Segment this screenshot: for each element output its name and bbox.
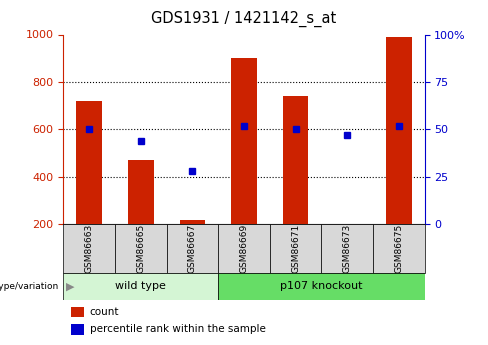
Text: GSM86675: GSM86675 bbox=[394, 224, 403, 273]
Bar bbox=[231, 58, 257, 224]
Text: p107 knockout: p107 knockout bbox=[280, 282, 363, 291]
Text: count: count bbox=[90, 307, 119, 317]
Bar bbox=[283, 96, 308, 224]
FancyBboxPatch shape bbox=[166, 224, 218, 273]
FancyBboxPatch shape bbox=[218, 224, 270, 273]
Bar bbox=[386, 37, 412, 224]
Text: wild type: wild type bbox=[115, 282, 166, 291]
Text: GSM86671: GSM86671 bbox=[291, 224, 300, 273]
Text: GDS1931 / 1421142_s_at: GDS1931 / 1421142_s_at bbox=[151, 10, 337, 27]
FancyBboxPatch shape bbox=[63, 224, 115, 273]
FancyBboxPatch shape bbox=[63, 273, 218, 300]
Text: GSM86667: GSM86667 bbox=[188, 224, 197, 273]
FancyBboxPatch shape bbox=[373, 224, 425, 273]
Bar bbox=[71, 307, 84, 317]
Text: GSM86663: GSM86663 bbox=[85, 224, 94, 273]
Text: genotype/variation: genotype/variation bbox=[0, 282, 59, 291]
Bar bbox=[76, 101, 102, 224]
Text: GSM86669: GSM86669 bbox=[240, 224, 248, 273]
Bar bbox=[128, 160, 154, 224]
Text: ▶: ▶ bbox=[66, 282, 74, 291]
Text: GSM86665: GSM86665 bbox=[136, 224, 145, 273]
FancyBboxPatch shape bbox=[270, 224, 322, 273]
Text: percentile rank within the sample: percentile rank within the sample bbox=[90, 325, 265, 334]
FancyBboxPatch shape bbox=[115, 224, 166, 273]
Text: GSM86673: GSM86673 bbox=[343, 224, 352, 273]
FancyBboxPatch shape bbox=[322, 224, 373, 273]
FancyBboxPatch shape bbox=[218, 273, 425, 300]
Bar bbox=[180, 219, 205, 224]
Bar bbox=[71, 324, 84, 335]
